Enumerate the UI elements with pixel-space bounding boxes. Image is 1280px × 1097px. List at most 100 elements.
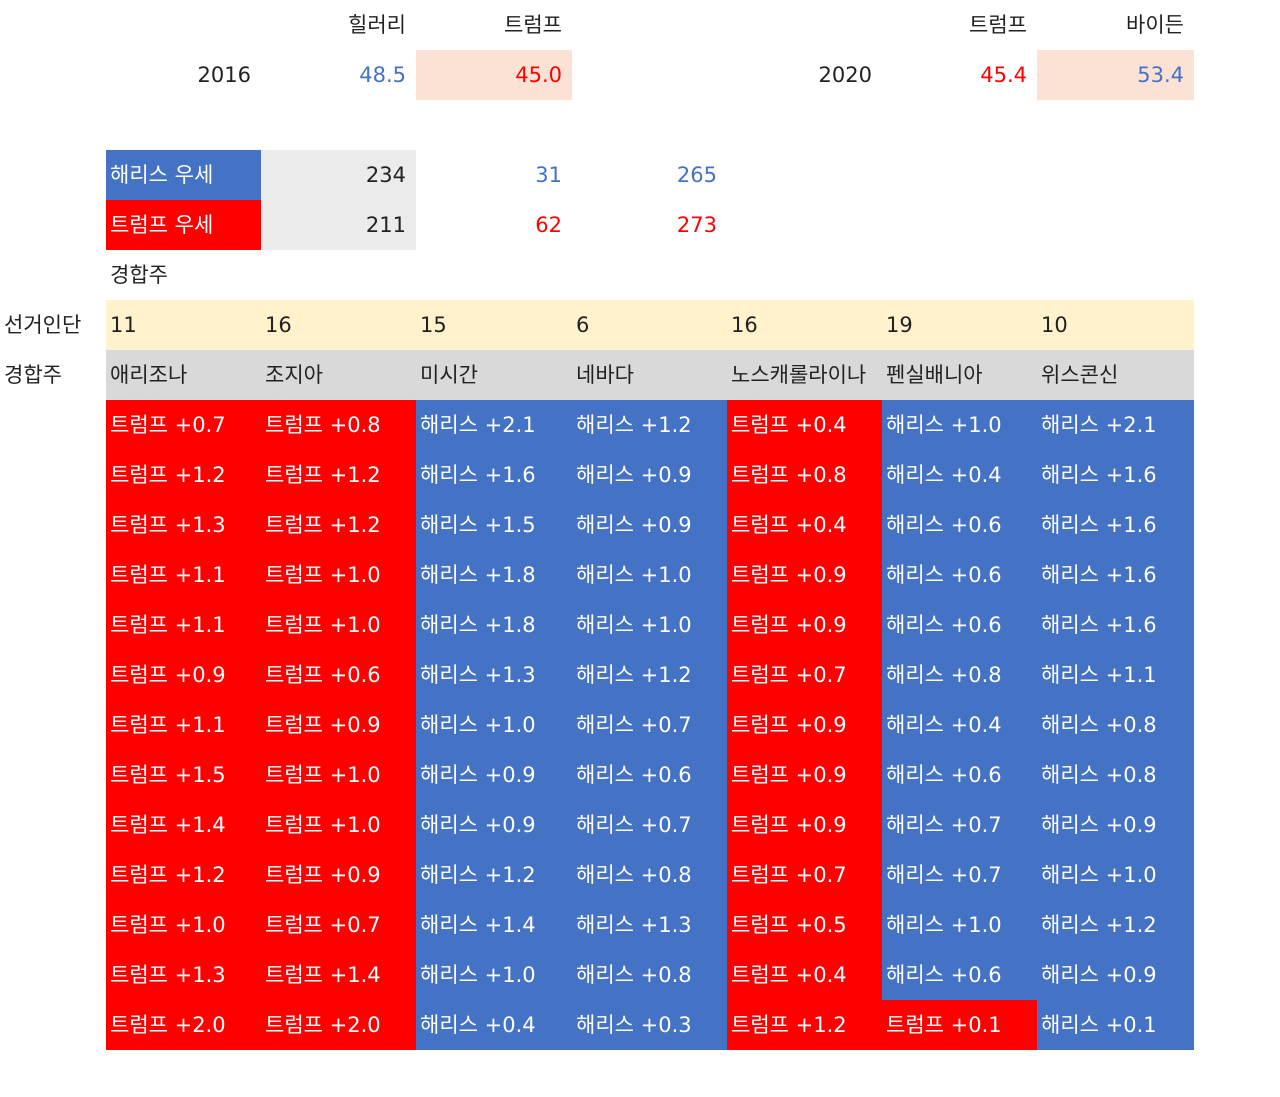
poll-cell: 트럼프 +1.4 [106,800,261,850]
poll-cell: 트럼프 +2.0 [261,1000,416,1050]
poll-cell: 트럼프 +2.0 [106,1000,261,1050]
poll-cell: 트럼프 +0.9 [261,850,416,900]
poll-cell: 해리스 +0.6 [882,750,1037,800]
poll-cell: 해리스 +1.3 [572,900,727,950]
poll-cell: 해리스 +1.1 [1037,650,1194,700]
poll-cell: 해리스 +0.7 [882,850,1037,900]
electors-cell: 10 [1041,313,1068,337]
states-header-row [106,350,1194,400]
state-header: 펜실배니아 [886,363,983,387]
poll-cell: 해리스 +1.6 [416,450,572,500]
poll-cell: 해리스 +0.9 [572,500,727,550]
poll-cell: 트럼프 +0.8 [261,400,416,450]
poll-cell: 해리스 +1.2 [572,400,727,450]
electors-cell: 16 [731,313,758,337]
poll-cell: 해리스 +1.2 [416,850,572,900]
poll-cell: 트럼프 +1.3 [106,950,261,1000]
poll-cell: 해리스 +1.6 [1037,600,1194,650]
poll-cell: 트럼프 +1.1 [106,600,261,650]
poll-cell: 트럼프 +1.4 [261,950,416,1000]
poll-cell: 트럼프 +1.5 [106,750,261,800]
poll-cell: 해리스 +1.0 [572,600,727,650]
header-2016-hillary: 힐러리 [348,13,406,37]
poll-cell: 트럼프 +1.1 [106,700,261,750]
poll-cell: 트럼프 +0.1 [882,1000,1037,1050]
value-2020-trump: 45.4 [980,63,1027,87]
poll-cell: 트럼프 +0.7 [727,850,882,900]
poll-cell: 해리스 +0.4 [416,1000,572,1050]
poll-cell: 해리스 +0.6 [572,750,727,800]
trump-total-electors: 273 [676,213,717,237]
poll-cell: 트럼프 +1.0 [106,900,261,950]
value-2016-hillary: 48.5 [359,63,406,87]
poll-cell: 해리스 +0.8 [572,950,727,1000]
poll-cell: 해리스 +0.1 [1037,1000,1194,1050]
poll-cell: 해리스 +0.9 [1037,950,1194,1000]
poll-cell: 트럼프 +1.2 [261,450,416,500]
electors-cell: 19 [886,313,913,337]
poll-cell: 해리스 +1.5 [416,500,572,550]
poll-cell: 해리스 +0.9 [416,750,572,800]
state-header: 네바다 [576,363,634,387]
poll-cell: 해리스 +0.8 [882,650,1037,700]
poll-cell: 트럼프 +1.2 [106,450,261,500]
poll-cell: 해리스 +0.7 [572,700,727,750]
poll-cell: 트럼프 +0.4 [727,950,882,1000]
poll-cell: 트럼프 +0.8 [727,450,882,500]
poll-cell: 해리스 +1.6 [1037,450,1194,500]
poll-cell: 해리스 +1.2 [1037,900,1194,950]
poll-cell: 해리스 +2.1 [416,400,572,450]
poll-cell: 트럼프 +0.5 [727,900,882,950]
electors-cell: 11 [110,313,137,337]
state-header: 노스캐롤라이나 [731,363,867,387]
poll-cell: 해리스 +0.3 [572,1000,727,1050]
electors-cell: 15 [420,313,447,337]
header-2020-trump: 트럼프 [969,13,1027,37]
state-header: 조지아 [265,363,323,387]
poll-cell: 해리스 +1.6 [1037,550,1194,600]
poll-cell: 해리스 +1.8 [416,550,572,600]
poll-cell: 해리스 +0.6 [882,500,1037,550]
poll-cell: 트럼프 +0.9 [727,750,882,800]
header-2016-trump: 트럼프 [504,13,562,37]
poll-cell: 해리스 +1.0 [416,950,572,1000]
poll-cell: 해리스 +1.2 [572,650,727,700]
poll-cell: 트럼프 +0.4 [727,500,882,550]
poll-cell: 해리스 +1.0 [1037,850,1194,900]
year-2020: 2020 [818,63,872,87]
poll-cell: 해리스 +0.9 [572,450,727,500]
poll-cell: 트럼프 +1.2 [106,850,261,900]
poll-cell: 트럼프 +1.2 [727,1000,882,1050]
poll-cell: 해리스 +0.8 [1037,750,1194,800]
poll-cell: 트럼프 +1.0 [261,800,416,850]
electors-row [106,300,1194,350]
poll-cell: 트럼프 +0.9 [727,600,882,650]
value-2016-trump: 45.0 [416,50,572,100]
poll-cell: 트럼프 +0.4 [727,400,882,450]
poll-cell: 트럼프 +0.6 [261,650,416,700]
trump-lead-label: 트럼프 우세 [106,200,261,250]
poll-cell: 트럼프 +1.3 [106,500,261,550]
poll-cell: 해리스 +1.0 [882,900,1037,950]
poll-cell: 해리스 +1.0 [882,400,1037,450]
state-header: 미시간 [420,363,478,387]
electors-row-label: 선거인단 [4,313,82,337]
poll-cell: 해리스 +1.4 [416,900,572,950]
trump-swing-electors: 62 [535,213,562,237]
poll-cell: 해리스 +0.9 [416,800,572,850]
swing-states-caption: 경합주 [110,263,168,287]
electors-cell: 16 [265,313,292,337]
poll-cell: 해리스 +0.6 [882,600,1037,650]
poll-cell: 해리스 +1.8 [416,600,572,650]
poll-cell: 트럼프 +0.9 [727,550,882,600]
state-header: 위스콘신 [1041,363,1119,387]
harris-lead-label: 해리스 우세 [106,150,261,200]
poll-cell: 해리스 +0.7 [882,800,1037,850]
harris-base-electors: 234 [261,150,416,200]
trump-base-electors: 211 [261,200,416,250]
poll-cell: 트럼프 +0.9 [727,700,882,750]
poll-cell: 해리스 +0.8 [1037,700,1194,750]
poll-cell: 트럼프 +0.7 [261,900,416,950]
poll-cell: 해리스 +1.0 [572,550,727,600]
harris-swing-electors: 31 [535,163,562,187]
